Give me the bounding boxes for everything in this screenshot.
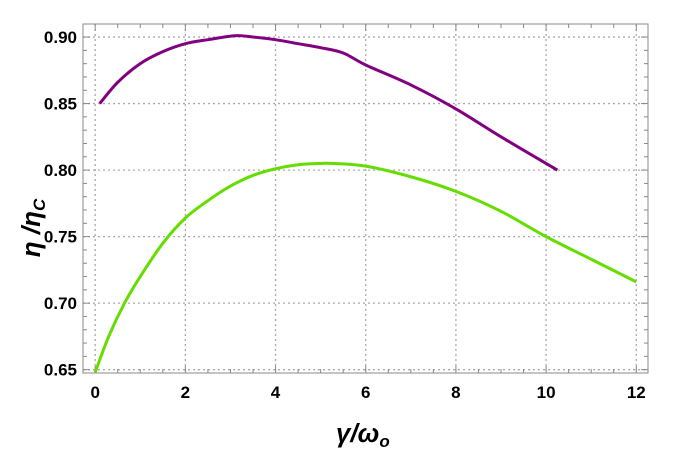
y-tick-label: 0.70 <box>44 294 77 313</box>
x-tick-label: 12 <box>627 383 646 402</box>
y-tick-label: 0.90 <box>44 28 77 47</box>
x-tick-label: 0 <box>90 383 99 402</box>
ticks <box>83 24 648 373</box>
series-group <box>93 34 637 373</box>
y-tick-label: 0.75 <box>44 228 77 247</box>
series-line-1 <box>98 34 559 172</box>
x-tick-label: 4 <box>271 383 281 402</box>
y-tick-label: 0.65 <box>44 361 77 380</box>
y-tick-label: 0.85 <box>44 95 77 114</box>
tick-labels: 0 2 4 6 8 10 12 0.65 0.70 0.75 0.80 0.85 0.90 <box>44 28 646 402</box>
series-line-2 <box>93 161 637 373</box>
y-axis-label: η /ηC <box>16 198 49 257</box>
x-tick-label: 10 <box>537 383 556 402</box>
x-tick-label: 8 <box>451 383 460 402</box>
x-axis-label: γ/ωo <box>336 418 390 451</box>
x-tick-label: 2 <box>181 383 190 402</box>
x-tick-label: 6 <box>361 383 370 402</box>
y-tick-label: 0.80 <box>44 161 77 180</box>
grid <box>83 24 648 373</box>
